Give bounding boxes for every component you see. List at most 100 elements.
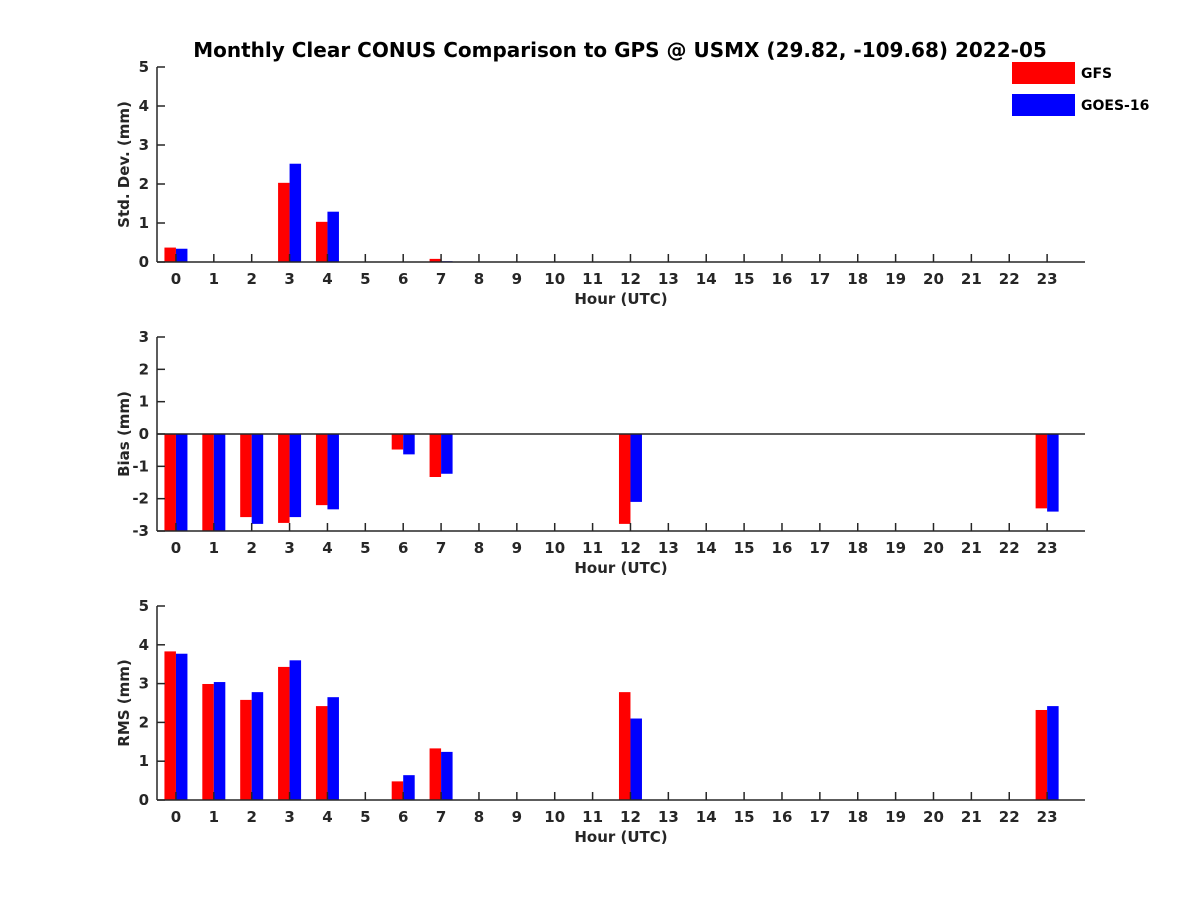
x-tick-label: 8 [474, 539, 484, 557]
bar-goes-16-12 [630, 718, 642, 800]
x-axis-label: Hour (UTC) [574, 559, 667, 577]
bar-gfs-4 [315, 221, 328, 262]
y-axis-label: Std. Dev. (mm) [115, 101, 133, 228]
y-tick-label: 5 [139, 58, 149, 76]
bar-goes-16-3 [289, 163, 302, 262]
bar-gfs-0 [164, 651, 176, 800]
x-tick-label: 19 [885, 808, 906, 826]
x-tick-label: 11 [582, 808, 603, 826]
x-tick-label: 13 [658, 808, 679, 826]
bar-goes-16-7 [441, 751, 453, 800]
x-tick-label: 20 [923, 270, 944, 288]
x-tick-label: 22 [999, 808, 1020, 826]
y-tick-label: 4 [139, 97, 149, 115]
x-tick-label: 14 [696, 539, 717, 557]
bar-gfs-1 [202, 434, 214, 531]
x-tick-label: 12 [620, 539, 641, 557]
x-tick-label: 18 [847, 539, 868, 557]
x-tick-label: 7 [436, 539, 446, 557]
x-tick-label: 23 [1037, 808, 1058, 826]
x-tick-label: 6 [398, 808, 408, 826]
x-tick-label: 5 [360, 808, 370, 826]
legend-label: GFS [1081, 66, 1112, 82]
x-tick-label: 19 [885, 270, 906, 288]
x-tick-label: 1 [209, 808, 219, 826]
x-tick-label: 14 [696, 808, 717, 826]
y-tick-label: 3 [139, 328, 149, 346]
x-tick-label: 2 [246, 270, 256, 288]
x-tick-label: 8 [474, 270, 484, 288]
x-tick-label: 5 [360, 539, 370, 557]
y-tick-label: 5 [139, 597, 149, 615]
bar-gfs-3 [278, 666, 290, 800]
x-tick-label: 16 [772, 539, 793, 557]
bar-goes-16-0 [175, 248, 188, 262]
bar-gfs-12 [618, 434, 631, 524]
x-tick-label: 17 [809, 270, 830, 288]
x-tick-label: 5 [360, 270, 370, 288]
x-tick-label: 17 [809, 539, 830, 557]
x-tick-label: 1 [209, 270, 219, 288]
bar-gfs-7 [429, 258, 442, 262]
x-tick-label: 0 [171, 539, 181, 557]
y-axis-label: Bias (mm) [115, 391, 133, 477]
x-tick-label: 10 [544, 539, 565, 557]
bar-gfs-6 [391, 781, 404, 800]
legend-swatch-gfs [1012, 62, 1075, 84]
legend-label: GOES-16 [1081, 98, 1149, 114]
y-tick-label: -1 [132, 457, 149, 475]
bar-goes-16-0 [175, 653, 188, 800]
x-tick-label: 4 [322, 539, 332, 557]
x-tick-label: 21 [961, 808, 982, 826]
x-tick-label: 4 [322, 270, 332, 288]
y-tick-label: -3 [132, 522, 149, 540]
x-tick-label: 20 [923, 808, 944, 826]
x-tick-label: 23 [1037, 539, 1058, 557]
bar-gfs-0 [164, 247, 176, 262]
x-tick-label: 7 [436, 270, 446, 288]
bar-goes-16-4 [327, 697, 339, 800]
y-tick-label: 2 [139, 713, 149, 731]
y-tick-label: 4 [139, 636, 149, 654]
x-tick-label: 16 [772, 808, 793, 826]
x-tick-label: 6 [398, 539, 408, 557]
y-tick-label: 0 [139, 425, 149, 443]
x-tick-label: 9 [512, 539, 522, 557]
bar-gfs-3 [278, 182, 290, 262]
x-tick-label: 15 [734, 270, 755, 288]
bar-goes-16-4 [327, 434, 339, 510]
bar-gfs-3 [278, 434, 290, 523]
x-axis-label: Hour (UTC) [574, 290, 667, 308]
bar-goes-16-3 [289, 434, 302, 518]
x-axis-label: Hour (UTC) [574, 828, 667, 846]
x-tick-label: 21 [961, 270, 982, 288]
y-tick-label: 1 [139, 393, 149, 411]
bar-gfs-2 [240, 699, 252, 800]
x-tick-label: 11 [582, 539, 603, 557]
y-tick-label: 3 [139, 675, 149, 693]
x-tick-label: 10 [544, 270, 565, 288]
bar-goes-16-23 [1047, 706, 1059, 800]
x-tick-label: 14 [696, 270, 717, 288]
bar-gfs-7 [429, 434, 442, 478]
x-tick-label: 4 [322, 808, 332, 826]
y-tick-label: -2 [132, 490, 149, 508]
bar-goes-16-6 [403, 434, 415, 455]
x-tick-label: 18 [847, 808, 868, 826]
bar-gfs-6 [391, 434, 404, 450]
x-tick-label: 16 [772, 270, 793, 288]
x-tick-label: 0 [171, 270, 181, 288]
legend: GFS GOES-16 [1012, 62, 1149, 116]
chart-title: Monthly Clear CONUS Comparison to GPS @ … [193, 38, 1047, 62]
x-tick-label: 1 [209, 539, 219, 557]
x-tick-label: 3 [284, 270, 294, 288]
x-tick-label: 8 [474, 808, 484, 826]
x-tick-label: 3 [284, 539, 294, 557]
x-tick-label: 12 [620, 270, 641, 288]
bar-gfs-2 [240, 434, 252, 518]
y-tick-label: 3 [139, 136, 149, 154]
